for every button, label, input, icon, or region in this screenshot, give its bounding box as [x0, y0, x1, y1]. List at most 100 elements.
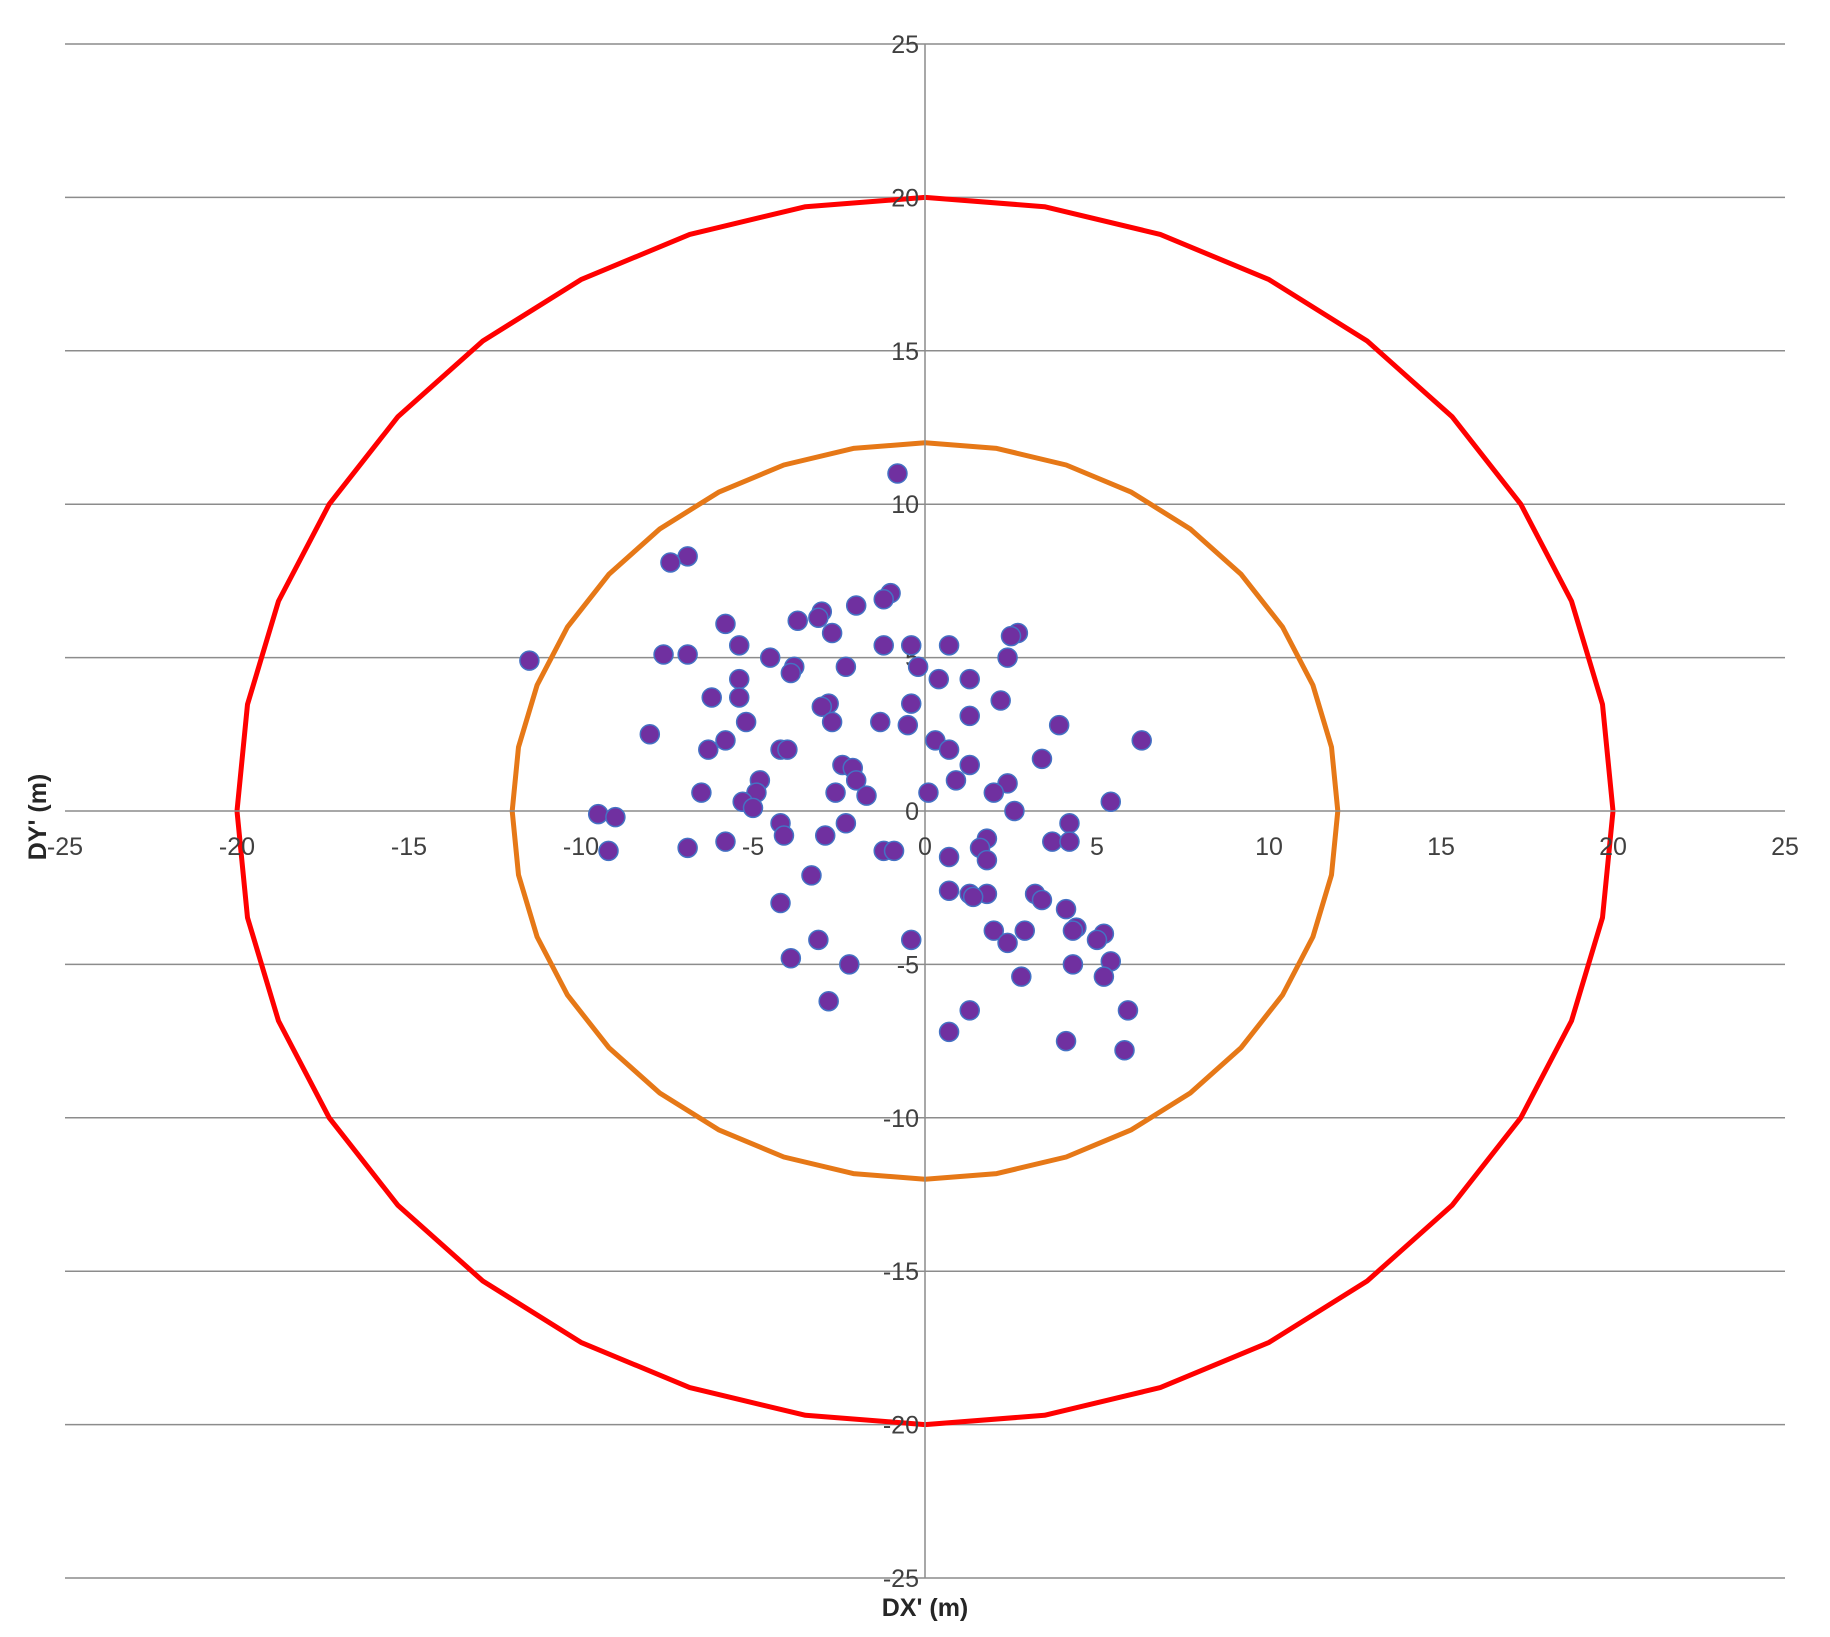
x-tick-label: -15: [391, 833, 427, 861]
data-point: [959, 1000, 980, 1021]
axes: [65, 44, 1785, 1578]
data-point: [1055, 898, 1077, 920]
data-point: [990, 690, 1011, 711]
data-point: [928, 668, 950, 690]
data-point: [835, 813, 857, 834]
data-point: [1117, 1000, 1139, 1021]
x-tick-label: 15: [1427, 833, 1455, 861]
data-point: [728, 635, 750, 656]
data-point: [1011, 966, 1032, 987]
data-point: [945, 770, 967, 791]
data-point: [780, 662, 802, 684]
data-point: [997, 647, 1018, 668]
x-tick-label: 25: [1771, 833, 1799, 861]
data-point: [883, 840, 905, 862]
data-point: [742, 797, 764, 819]
data-point: [787, 610, 808, 632]
data-point: [715, 831, 736, 852]
y-axis-title: DY' (m): [24, 774, 52, 861]
data-point: [1031, 889, 1053, 911]
x-axis-title: DX' (m): [882, 1594, 969, 1622]
data-point: [983, 920, 1005, 941]
y-tick-label: 25: [891, 31, 919, 59]
data-point: [825, 782, 846, 803]
data-point: [639, 724, 661, 745]
data-point: [677, 644, 698, 665]
x-tick-label: -5: [742, 833, 764, 861]
data-point: [821, 711, 843, 733]
data-point: [959, 705, 980, 727]
data-point: [698, 739, 719, 760]
data-point: [918, 782, 939, 803]
data-point: [1048, 714, 1070, 736]
y-tick-label: 20: [891, 184, 919, 212]
data-point: [1004, 800, 1025, 822]
data-point: [691, 782, 712, 803]
data-point: [780, 948, 802, 969]
data-point: [870, 711, 891, 733]
y-tick-label: -10: [883, 1105, 919, 1133]
data-point: [728, 668, 750, 690]
data-point: [677, 546, 698, 567]
data-point: [887, 463, 908, 484]
tick-labels: -25-20-15-10-50510152025-25-20-15-10-505…: [47, 31, 1799, 1593]
data-point: [1062, 920, 1084, 941]
y-tick-label: -20: [883, 1412, 919, 1440]
data-point: [1062, 954, 1084, 975]
data-point: [715, 613, 736, 635]
data-point: [938, 880, 960, 902]
data-point: [759, 647, 781, 668]
data-point: [959, 754, 980, 776]
x-tick-label: 0: [918, 833, 932, 861]
data-point: [1055, 1030, 1077, 1052]
data-point: [773, 825, 795, 846]
x-tick-label: 5: [1090, 833, 1104, 861]
data-point: [1042, 831, 1063, 852]
data-point: [808, 607, 829, 628]
data-point: [938, 1021, 960, 1043]
data-point: [1059, 831, 1080, 852]
data-point: [959, 668, 980, 690]
data-point: [907, 656, 929, 678]
data-point: [900, 929, 922, 951]
data-point: [811, 696, 833, 717]
y-tick-label: 15: [891, 338, 919, 366]
y-tick-label: -25: [883, 1565, 919, 1593]
data-point: [976, 849, 998, 871]
data-point: [845, 770, 867, 791]
data-point: [938, 846, 960, 868]
data-point: [856, 785, 877, 806]
x-tick-label: -10: [563, 833, 599, 861]
y-tick-label: -15: [883, 1258, 919, 1286]
data-point: [997, 932, 1018, 954]
data-point: [938, 635, 960, 656]
data-point: [777, 739, 798, 760]
data-point: [1114, 1040, 1135, 1061]
y-tick-label: -5: [897, 951, 919, 979]
data-point: [598, 840, 619, 862]
y-tick-label: 10: [891, 491, 919, 519]
data-point: [770, 892, 791, 914]
data-point: [818, 990, 839, 1012]
data-point: [677, 837, 698, 859]
data-point: [1093, 966, 1115, 987]
data-point: [701, 687, 722, 708]
data-point: [715, 730, 736, 751]
data-point: [1059, 813, 1080, 834]
data-point: [845, 595, 867, 616]
data-point: [1014, 920, 1036, 941]
y-tick-label: 0: [905, 798, 919, 826]
data-point: [1086, 929, 1108, 951]
data-point: [897, 714, 919, 736]
data-point: [735, 711, 757, 733]
data-points: [519, 463, 1152, 1061]
x-tick-label: -25: [47, 833, 83, 861]
data-point: [814, 825, 836, 846]
x-tick-label: 10: [1255, 833, 1283, 861]
data-point: [728, 687, 750, 708]
data-point: [519, 650, 540, 671]
data-point: [587, 803, 609, 825]
data-point: [873, 589, 894, 610]
data-point: [821, 622, 843, 644]
